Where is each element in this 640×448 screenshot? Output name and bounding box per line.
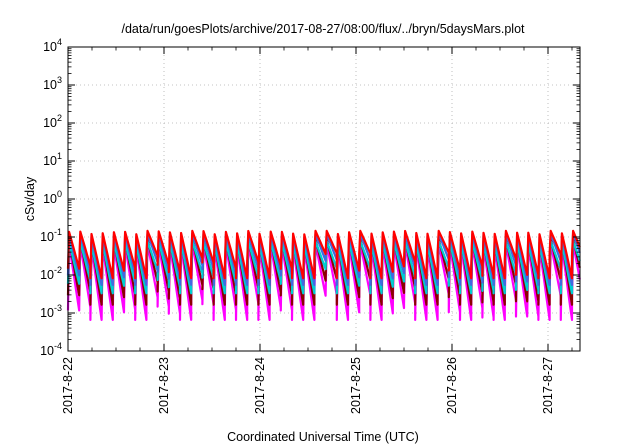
x-tick-label: 2017-8-24 [253,357,267,414]
y-tick-label: 102 [43,113,62,130]
chart-title: /data/run/goesPlots/archive/2017-08-27/0… [121,22,525,36]
y-tick-label: 10-2 [40,265,62,282]
y-tick-label-base: 10 [43,192,57,206]
y-tick-label: 10-4 [40,341,62,358]
series-line [66,242,581,321]
y-tick-label-exponent: 0 [57,189,62,199]
y-axis-label: cSv/day [23,176,37,221]
y-tick-label: 104 [43,37,62,54]
y-tick-label-base: 10 [43,78,57,92]
series-line [66,229,581,280]
y-tick-label: 103 [43,75,62,92]
y-tick-label-exponent: -1 [54,227,62,237]
y-tick-label: 10-3 [40,303,62,320]
x-axis: 2017-8-22 2017-8-23 2017-8-24 2017-8-25 2017… [61,47,573,414]
y-tick-label-exponent: -4 [54,341,62,351]
y-tick-label-exponent: -3 [54,303,62,313]
y-tick-label: 101 [43,151,62,168]
y-tick-label-base: 10 [43,116,57,130]
y-tick-label-exponent: 1 [57,151,62,161]
y-tick-label-base: 10 [40,268,54,282]
x-tick-label: 2017-8-25 [349,357,363,414]
y-tick-label-base: 10 [40,306,54,320]
x-tick-label: 2017-8-26 [445,357,459,414]
y-tick-label-exponent: -2 [54,265,62,275]
x-tick-label: 2017-8-22 [61,357,75,414]
x-tick-label: 2017-8-27 [541,357,555,414]
y-tick-label: 10-1 [40,227,62,244]
y-tick-label-base: 10 [43,154,57,168]
y-tick-label-exponent: 3 [57,75,62,85]
y-tick-label-base: 10 [40,344,54,358]
x-tick-label: 2017-8-23 [157,357,171,414]
y-tick-label-base: 10 [43,40,57,54]
y-tick-label-exponent: 2 [57,113,62,123]
y-tick-label: 100 [43,189,62,206]
x-axis-label: Coordinated Universal Time (UTC) [227,430,419,444]
y-tick-label-base: 10 [40,230,54,244]
series-line [66,232,581,286]
y-tick-label-exponent: 4 [57,37,62,47]
series-group [66,229,581,321]
